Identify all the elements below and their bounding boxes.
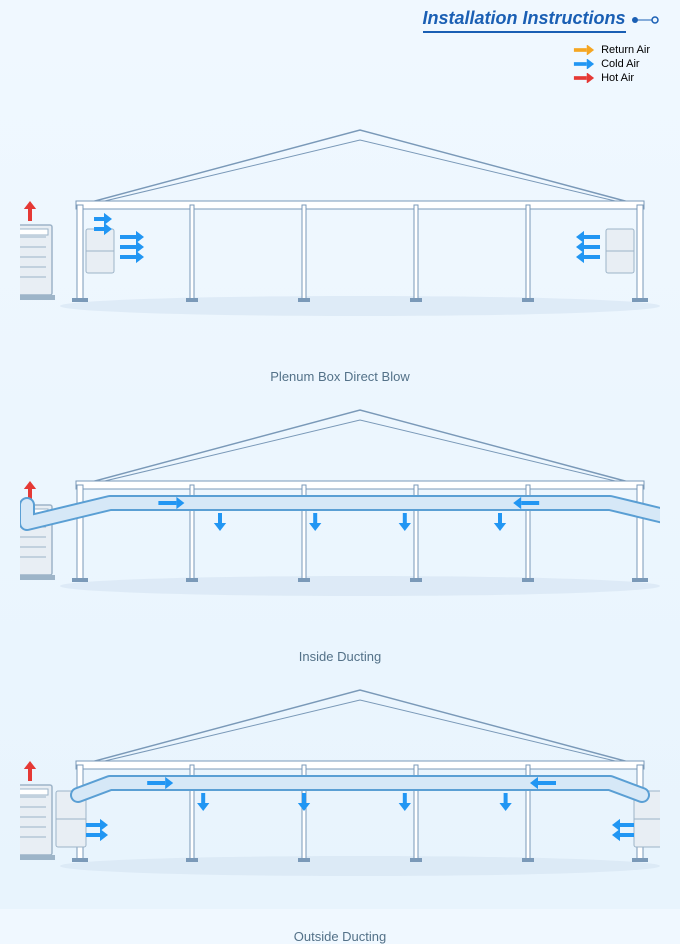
diagram-plenum: Plenum Box Direct Blow [20, 100, 660, 360]
cold-air-icon [573, 59, 595, 69]
return-air-icon [573, 45, 595, 55]
legend: Return Air Cold Air Hot Air [573, 42, 650, 86]
diagram-inside-ducting: Inside Ducting [20, 380, 660, 640]
diagram-svg [20, 100, 660, 360]
hot-air-icon [573, 73, 595, 83]
legend-cold-air: Cold Air [573, 58, 650, 70]
page-title: Installation Instructions [423, 8, 626, 33]
title-decoration-icon [630, 15, 660, 25]
diagram-svg [20, 660, 660, 920]
legend-hot-air: Hot Air [573, 72, 650, 84]
legend-label: Hot Air [601, 72, 634, 84]
header: Installation Instructions [423, 8, 660, 33]
legend-label: Cold Air [601, 58, 640, 70]
diagram-svg [20, 380, 660, 640]
legend-label: Return Air [601, 44, 650, 56]
diagram-outside-ducting: Outside Ducting [20, 660, 660, 920]
diagram-caption: Outside Ducting [20, 929, 660, 944]
legend-return-air: Return Air [573, 44, 650, 56]
